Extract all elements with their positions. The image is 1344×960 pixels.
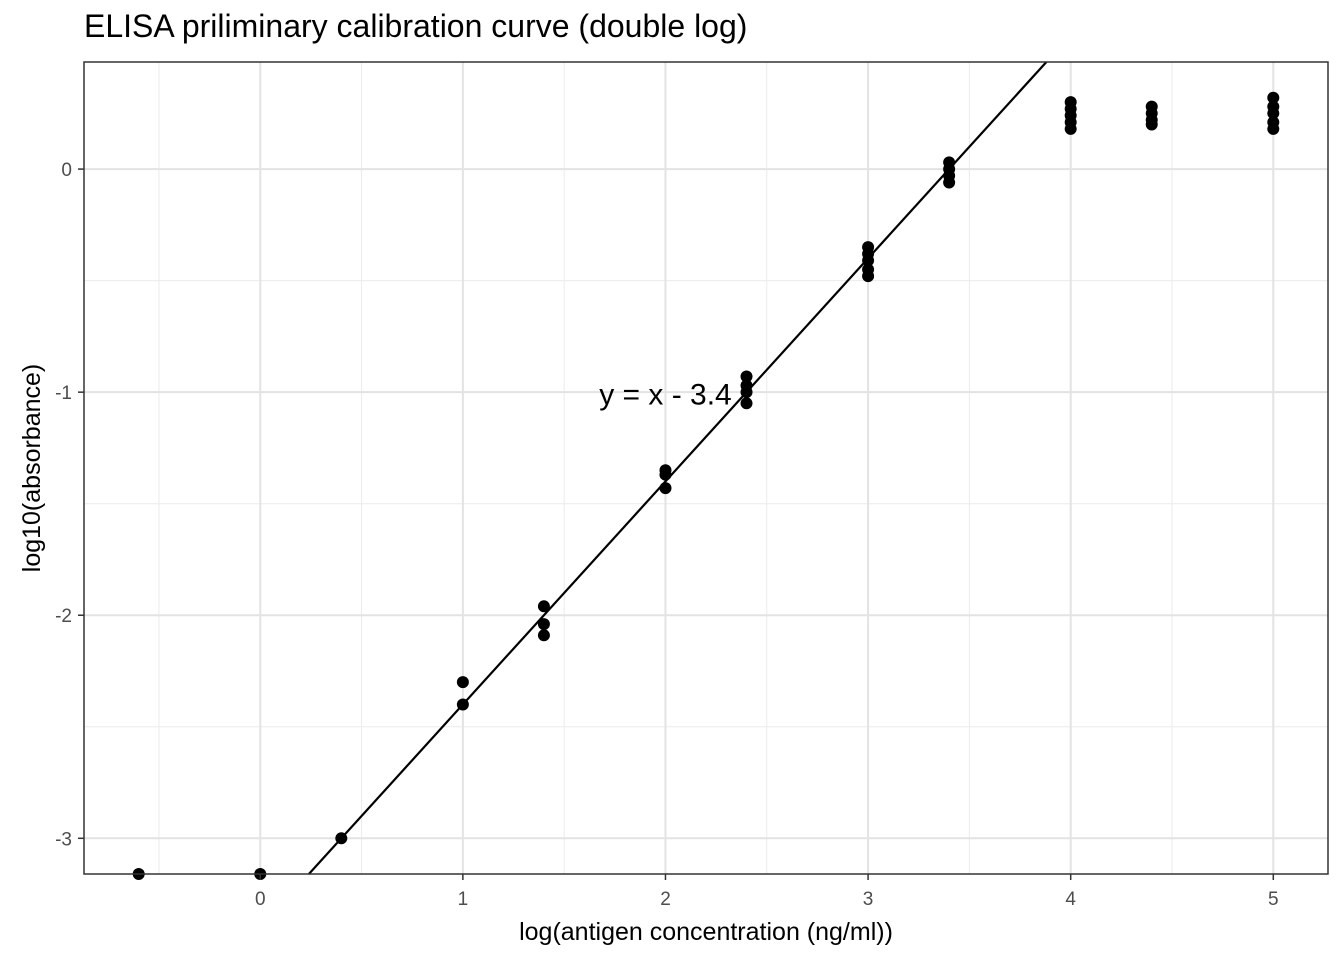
minor-gridlines (84, 62, 1328, 874)
fit-line (308, 61, 1048, 875)
data-point (659, 482, 672, 495)
data-point (1064, 122, 1077, 135)
data-point (740, 397, 753, 410)
data-point (335, 832, 348, 845)
y-tick-label: -1 (55, 383, 72, 404)
data-point (1145, 118, 1158, 131)
x-tick-label: 2 (660, 889, 671, 910)
x-tick-label: 5 (1268, 889, 1279, 910)
data-points (132, 91, 1280, 880)
y-tick-label: -2 (55, 606, 72, 627)
chart-title: ELISA priliminary calibration curve (dou… (84, 8, 748, 44)
axis-ticks: 0 1 2 3 4 5 -3 -2 -1 0 (55, 160, 1278, 910)
data-point (1267, 91, 1280, 104)
data-point (537, 618, 550, 631)
x-axis-title: log(antigen concentration (ng/ml)) (519, 918, 893, 946)
data-point (1267, 107, 1280, 120)
major-gridlines (84, 62, 1328, 874)
data-point (862, 270, 875, 283)
data-point (537, 629, 550, 642)
plot-panel-border (83, 61, 1329, 875)
x-tick-label: 0 (255, 889, 266, 910)
x-tick-label: 1 (458, 889, 469, 910)
x-tick-label: 3 (863, 889, 874, 910)
data-point (1267, 122, 1280, 135)
data-point (537, 600, 550, 613)
data-point (456, 676, 469, 689)
data-point (740, 370, 753, 383)
y-axis-title: log10(absorbance) (18, 364, 46, 572)
data-point (943, 176, 956, 189)
y-tick-label: 0 (61, 160, 72, 181)
data-point (456, 698, 469, 711)
fit-equation-label: y = x - 3.4 (599, 379, 732, 412)
data-point (740, 386, 753, 399)
fit-line-layer (308, 61, 1048, 875)
data-point (862, 254, 875, 267)
x-tick-label: 4 (1065, 889, 1076, 910)
data-point (659, 468, 672, 481)
y-tick-label: -3 (55, 829, 72, 850)
